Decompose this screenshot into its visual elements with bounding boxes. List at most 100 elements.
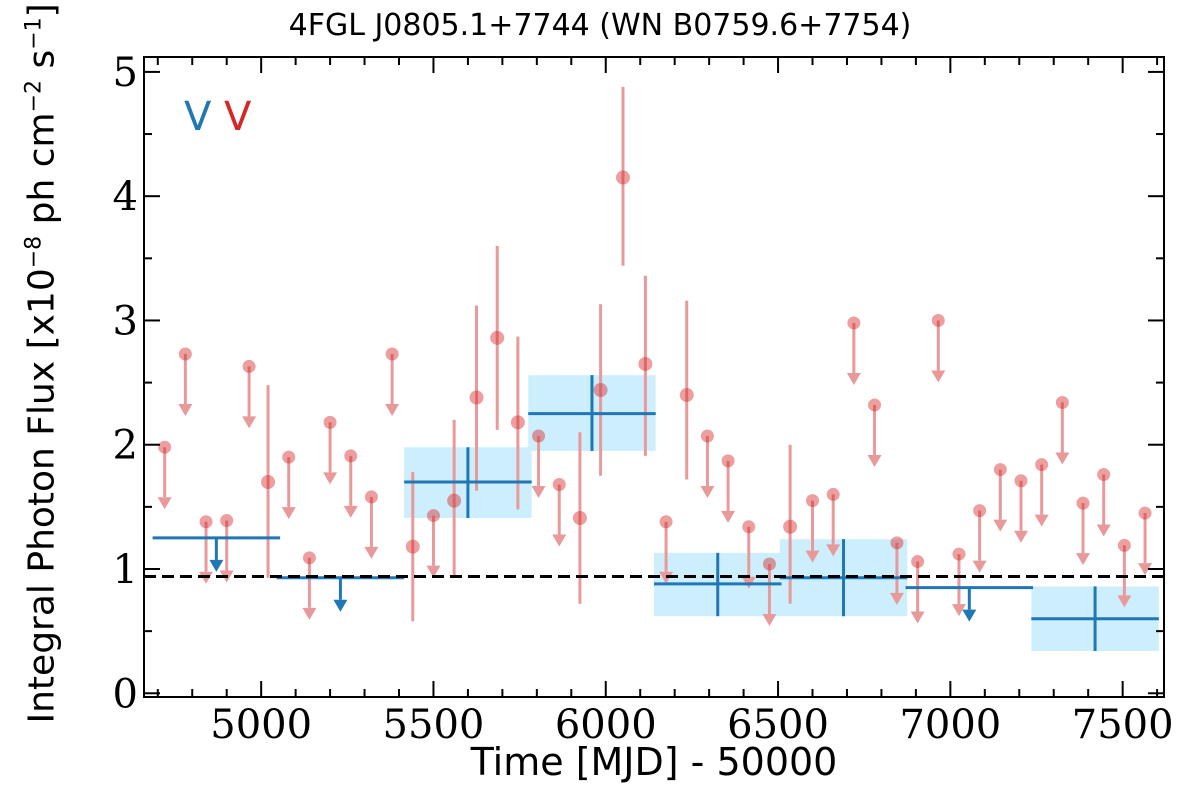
x-tick-label: 5000 <box>210 702 312 748</box>
short-bin-ul-point <box>826 487 840 501</box>
short-bin-ul-arrow <box>1034 514 1049 527</box>
short-bin-ul-arrow <box>826 544 841 557</box>
short-bin-ul-arrow <box>889 592 904 605</box>
short-bin-ul-point <box>282 450 296 464</box>
short-bin-ul-arrow <box>343 505 358 518</box>
short-bin-ul-point <box>1014 474 1028 488</box>
legend: V V <box>184 94 252 140</box>
short-bin-point <box>572 511 587 526</box>
short-bin-ul-point <box>1076 496 1090 510</box>
short-bin-ul-point <box>220 514 234 528</box>
short-bin-ul-point <box>700 429 714 443</box>
short-bin-ul-arrow <box>846 372 861 385</box>
short-bin-ul-arrow <box>281 507 296 520</box>
short-bin-ul-arrow <box>1096 524 1111 537</box>
short-bin-ul-arrow <box>1055 452 1070 465</box>
short-bin-ul-arrow <box>531 486 546 499</box>
short-bin-ul-point <box>158 440 172 454</box>
short-bin-ul-arrow <box>951 604 966 617</box>
short-bin-ul-point <box>1097 468 1111 482</box>
short-bin-ul-arrow <box>385 404 400 417</box>
short-bin-ul-point <box>385 347 399 361</box>
short-bin-ul-arrow <box>867 454 882 467</box>
short-bin-layer <box>157 86 1153 627</box>
short-bin-ul-arrow <box>1138 563 1153 576</box>
short-bin-point <box>490 330 505 345</box>
plot-frame <box>143 56 1165 698</box>
short-bin-ul-point <box>952 547 966 561</box>
x-tick-label: 6000 <box>555 702 657 748</box>
chart-title: 4FGL J0805.1+7744 (WN B0759.6+7754) <box>288 8 912 43</box>
short-bin-point <box>447 493 462 508</box>
short-bin-ul-point <box>323 415 337 429</box>
short-bin-ul-point <box>868 398 882 412</box>
short-bin-ul-point <box>911 555 925 569</box>
short-bin-ul-point <box>721 454 735 468</box>
short-bin-ul-arrow <box>302 607 317 620</box>
y-axis-label: Integral Photon Flux [x10−8 ph cm−2 s−1] <box>21 3 63 724</box>
short-bin-point <box>261 475 276 490</box>
short-bin-ul-arrow <box>700 486 715 499</box>
short-bin-ul-arrow <box>1076 553 1091 566</box>
short-bin-ul-arrow <box>364 546 379 559</box>
short-bin-ul-arrow <box>426 565 441 578</box>
short-bin-ul-point <box>973 504 987 518</box>
short-bin-ul-arrow <box>1013 530 1028 543</box>
x-tick-label: 5500 <box>383 702 485 748</box>
short-bin-ul-point <box>806 494 820 508</box>
short-bin-ul-arrow <box>910 611 925 624</box>
short-bin-ul-arrow <box>931 370 946 383</box>
short-bin-ul-point <box>364 490 378 504</box>
x-axis-label: Time [MJD] - 50000 <box>470 740 838 784</box>
short-bin-ul-point <box>931 313 945 327</box>
long-bin-ul-arrow <box>209 559 224 572</box>
long-bin-ul-arrow <box>962 609 977 622</box>
short-bin-ul-point <box>199 515 213 529</box>
x-tick-label: 7000 <box>899 702 1001 748</box>
short-bin-ul-arrow <box>993 519 1008 532</box>
short-bin-ul-point <box>1055 395 1069 409</box>
short-bin-point <box>783 519 798 534</box>
short-bin-ul-arrow <box>762 614 777 627</box>
short-bin-point <box>593 383 608 398</box>
axis-ticks: 5000 5500 6000 6500 7000 7500 0 1 2 3 4 5 <box>113 50 1174 748</box>
short-bin-ul-point <box>993 463 1007 477</box>
y-tick-label: 1 <box>113 547 138 593</box>
long-bin-ul-arrow <box>333 599 348 612</box>
short-bin-ul-arrow <box>805 550 820 563</box>
x-tick-label: 7500 <box>1072 702 1174 748</box>
short-bin-ul-point <box>1035 458 1049 472</box>
short-bin-ul-arrow <box>157 497 172 510</box>
y-tick-label: 0 <box>113 671 138 717</box>
short-bin-ul-point <box>242 359 256 373</box>
short-bin-ul-point <box>762 557 776 571</box>
x-tick-label: 6500 <box>727 702 829 748</box>
short-bin-point <box>469 390 484 405</box>
short-bin-ul-point <box>890 536 904 550</box>
short-bin-point <box>679 388 694 403</box>
short-bin-ul-point <box>552 477 566 491</box>
short-bin-ul-arrow <box>178 404 193 417</box>
short-bin-ul-point <box>742 520 756 534</box>
short-bin-ul-arrow <box>972 560 987 573</box>
short-bin-point <box>638 356 653 371</box>
y-tick-label: 4 <box>113 174 138 220</box>
y-tick-label: 3 <box>113 298 138 344</box>
short-bin-ul-arrow <box>721 510 736 523</box>
short-bin-point <box>615 170 630 185</box>
y-tick-label: 2 <box>113 423 138 469</box>
short-bin-ul-point <box>1117 538 1131 552</box>
short-bin-point <box>405 539 420 554</box>
short-bin-ul-point <box>1138 506 1152 520</box>
short-bin-ul-point <box>532 429 546 443</box>
short-bin-ul-point <box>178 347 192 361</box>
short-bin-ul-point <box>847 316 861 330</box>
short-bin-ul-arrow <box>323 472 338 485</box>
short-bin-ul-point <box>344 449 358 463</box>
short-bin-ul-arrow <box>242 416 257 429</box>
short-bin-point <box>510 415 525 430</box>
legend-long-bin: V <box>184 94 212 140</box>
short-bin-ul-arrow <box>1117 595 1132 608</box>
short-bin-ul-arrow <box>552 534 567 547</box>
legend-short-bin: V <box>224 94 252 140</box>
